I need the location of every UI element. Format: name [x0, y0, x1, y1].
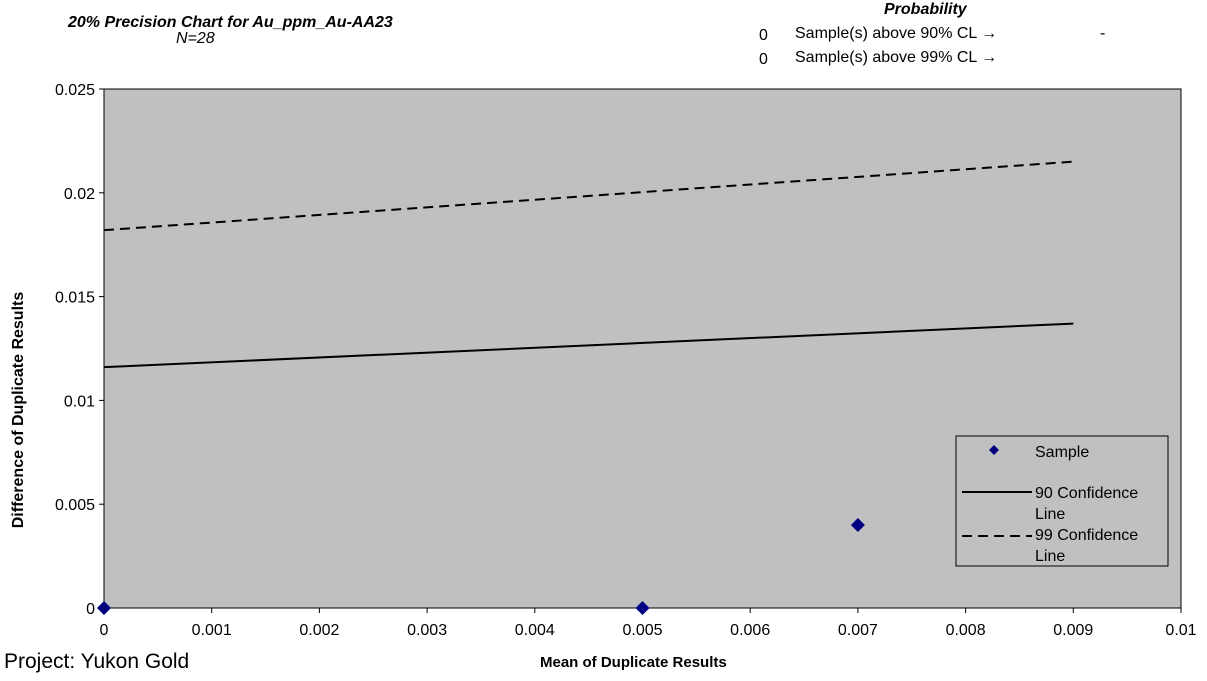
legend-box [955, 435, 1169, 567]
x-tick-label: 0.007 [838, 622, 878, 639]
y-tick-label: 0.005 [55, 497, 95, 514]
cl90-label: Sample(s) above 90% CL → [795, 25, 998, 42]
cl90-count: 0 [759, 27, 768, 44]
cl99-count: 0 [759, 51, 768, 68]
legend: Sample 90 Confidence Line 99 Confidence … [955, 435, 1169, 567]
probability-header: Probability [884, 1, 967, 18]
y-tick-label: 0.015 [55, 290, 95, 307]
sample-point [97, 601, 111, 615]
x-tick-label: 0.01 [1165, 622, 1196, 639]
cl90-value: - [1100, 25, 1106, 42]
sample-point [635, 601, 650, 615]
y-tick-label: 0 [86, 601, 95, 618]
legend-sample-marker [989, 445, 999, 455]
y-axis: 0 0.005 0.01 0.015 0.02 0.025 [55, 82, 104, 618]
legend-90-label-2: Line [1035, 506, 1065, 523]
legend-90-label: 90 Confidence [1035, 485, 1138, 502]
y-tick-label: 0.02 [64, 186, 95, 203]
y-axis-label: Difference of Duplicate Results [10, 291, 27, 529]
legend-99-label-2: Line [1035, 548, 1065, 565]
x-tick-label: 0.001 [192, 622, 232, 639]
x-tick-label: 0.005 [622, 622, 662, 639]
y-tick-label: 0.025 [55, 82, 95, 99]
x-tick-label: 0.006 [730, 622, 770, 639]
confidence-line-99 [103, 160, 1074, 232]
y-tick-label: 0.01 [64, 393, 95, 410]
legend-99-label: 99 Confidence [1035, 527, 1138, 544]
x-tick-label: 0.003 [407, 622, 447, 639]
legend-sample-label: Sample [1035, 444, 1089, 461]
project-label: Project: Yukon Gold [4, 650, 190, 673]
confidence-line-90 [103, 322, 1074, 369]
chart-title: 20% Precision Chart for Au_ppm_Au-AA23 [68, 14, 393, 31]
x-tick-label: 0 [100, 622, 109, 639]
x-axis-label: Mean of Duplicate Results [540, 654, 727, 671]
chart-subtitle: N=28 [176, 30, 215, 47]
x-axis: 0 0.001 0.002 0.003 0.004 0.005 0.006 0.007 0.00… [100, 608, 1197, 639]
x-tick-label: 0.004 [515, 622, 555, 639]
series-layer [97, 160, 1074, 615]
sample-point [850, 517, 865, 532]
cl99-label: Sample(s) above 99% CL → [795, 49, 998, 66]
x-tick-label: 0.008 [946, 622, 986, 639]
x-tick-label: 0.009 [1053, 622, 1093, 639]
x-tick-label: 0.002 [299, 622, 339, 639]
